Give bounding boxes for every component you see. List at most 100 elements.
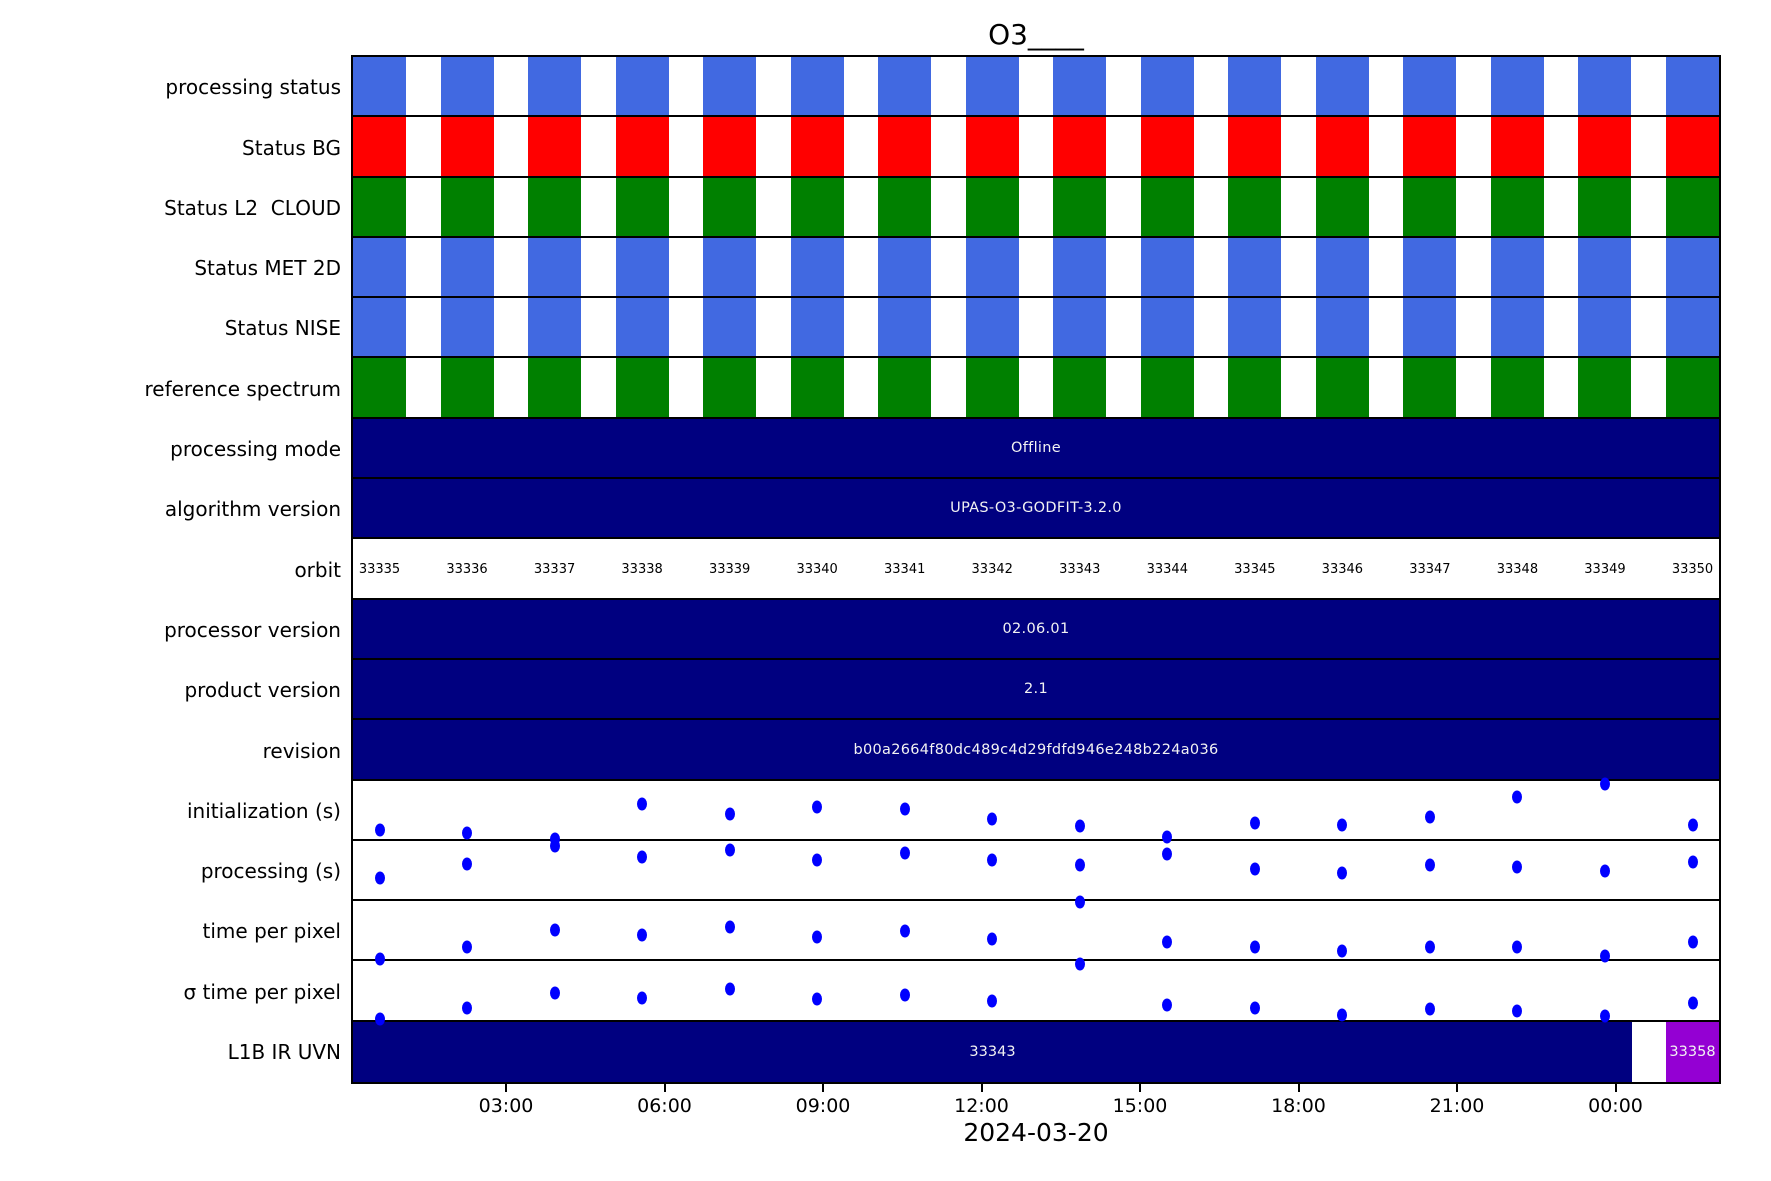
data-point bbox=[899, 924, 910, 938]
x-tick-mark bbox=[663, 1084, 666, 1092]
data-point bbox=[549, 839, 560, 853]
data-point bbox=[1599, 1009, 1610, 1023]
algorithm-version-value: UPAS-O3-GODFIT-3.2.0 bbox=[950, 500, 1122, 516]
status-block bbox=[965, 238, 1019, 296]
status-block bbox=[965, 57, 1019, 115]
status-block bbox=[1315, 117, 1369, 176]
data-point bbox=[1249, 1001, 1260, 1015]
row-label-time-per-pixel: σ time per pixel bbox=[183, 979, 342, 1004]
data-point bbox=[1162, 998, 1173, 1012]
status-block bbox=[353, 57, 406, 115]
status-block bbox=[353, 238, 406, 296]
x-tick-label: 00:00 bbox=[1588, 1095, 1643, 1117]
x-tick-mark bbox=[1456, 1084, 1458, 1092]
data-point bbox=[1074, 957, 1085, 971]
data-point bbox=[1424, 810, 1435, 824]
row-processing-status bbox=[353, 57, 1719, 117]
processing-mode-value: Offline bbox=[1011, 440, 1061, 456]
row-label-initialization-s: initialization (s) bbox=[186, 799, 341, 823]
data-point bbox=[637, 991, 648, 1005]
status-block bbox=[1666, 178, 1719, 236]
status-block bbox=[790, 57, 844, 115]
row-label-status-met-2d: Status MET 2D bbox=[194, 256, 341, 280]
status-block bbox=[615, 238, 669, 296]
row-label-algorithm-version: algorithm version bbox=[164, 497, 341, 521]
status-block bbox=[1666, 298, 1719, 356]
data-point bbox=[812, 800, 823, 814]
status-block bbox=[790, 117, 844, 176]
status-block bbox=[1490, 178, 1544, 236]
data-point bbox=[1512, 790, 1523, 804]
l1b-main-orbit: 33343 bbox=[969, 1044, 1016, 1060]
status-block bbox=[1403, 238, 1457, 296]
processor-version-value: 02.06.01 bbox=[1002, 621, 1070, 637]
l1b-last-block: 33358 bbox=[1666, 1022, 1719, 1082]
row-label-status-l2-cloud: Status L2 CLOUD bbox=[164, 196, 341, 220]
status-block bbox=[878, 238, 932, 296]
status-block bbox=[1578, 178, 1632, 236]
row-status-l2-cloud bbox=[353, 178, 1719, 238]
status-block bbox=[965, 178, 1019, 236]
row-15-time-per-pixel bbox=[353, 957, 1719, 1026]
status-block bbox=[1666, 238, 1719, 296]
status-block bbox=[440, 57, 494, 115]
row-label-processing-mode: processing mode bbox=[170, 437, 341, 461]
data-point bbox=[812, 853, 823, 867]
data-point bbox=[462, 826, 473, 840]
data-point bbox=[374, 952, 385, 966]
x-tick-label: 09:00 bbox=[795, 1095, 851, 1117]
status-block bbox=[703, 238, 757, 296]
row-l1b-ir-uvn: 33343 33358 bbox=[353, 1022, 1719, 1082]
status-block bbox=[1228, 298, 1282, 356]
status-block bbox=[528, 117, 582, 176]
status-block bbox=[615, 57, 669, 115]
orbit-number: 33340 bbox=[796, 562, 838, 577]
row-14-time-per-pixel bbox=[353, 895, 1719, 966]
status-block bbox=[1053, 117, 1107, 176]
revision-value: b00a2664f80dc489c4d29fdfd946e248b224a036 bbox=[853, 741, 1219, 758]
status-block bbox=[790, 238, 844, 296]
data-point bbox=[1162, 847, 1173, 861]
x-tick-label: 18:00 bbox=[1271, 1095, 1326, 1117]
data-point bbox=[1249, 940, 1260, 954]
data-point bbox=[724, 843, 735, 857]
status-block bbox=[1228, 117, 1282, 176]
status-block bbox=[615, 117, 669, 176]
status-block bbox=[440, 178, 494, 236]
status-block bbox=[1315, 238, 1369, 296]
row-label-revision: revision bbox=[262, 738, 341, 763]
status-block bbox=[965, 358, 1019, 417]
data-point bbox=[637, 928, 648, 942]
status-block bbox=[1403, 57, 1457, 115]
status-block bbox=[703, 57, 757, 115]
status-block bbox=[1053, 238, 1107, 296]
status-block bbox=[1490, 298, 1544, 356]
data-point bbox=[637, 797, 648, 811]
status-block bbox=[1490, 57, 1544, 115]
data-point bbox=[462, 1001, 473, 1015]
status-block bbox=[440, 117, 494, 176]
data-point bbox=[1162, 935, 1173, 949]
status-block bbox=[1053, 178, 1107, 236]
status-block bbox=[1140, 358, 1194, 417]
status-block bbox=[615, 358, 669, 417]
row-orbit: 33335 33336 33337 33338 33339 33340 33341 33342… bbox=[353, 539, 1719, 600]
orbit-number: 33336 bbox=[446, 562, 488, 577]
data-point bbox=[987, 932, 998, 946]
data-point bbox=[724, 982, 735, 996]
status-block bbox=[528, 57, 582, 115]
status-block bbox=[1403, 298, 1457, 356]
row-algorithm-version: UPAS-O3-GODFIT-3.2.0 bbox=[353, 479, 1719, 539]
orbit-number: 33346 bbox=[1321, 562, 1364, 577]
x-tick-mark bbox=[1614, 1084, 1617, 1092]
data-point bbox=[1599, 777, 1610, 791]
data-point bbox=[1074, 858, 1085, 872]
data-point bbox=[1337, 944, 1348, 958]
data-point bbox=[374, 871, 385, 885]
row-reference-spectrum bbox=[353, 358, 1719, 419]
status-block bbox=[1140, 238, 1194, 296]
data-point bbox=[549, 832, 560, 846]
status-block bbox=[353, 117, 406, 176]
status-block bbox=[528, 358, 582, 417]
